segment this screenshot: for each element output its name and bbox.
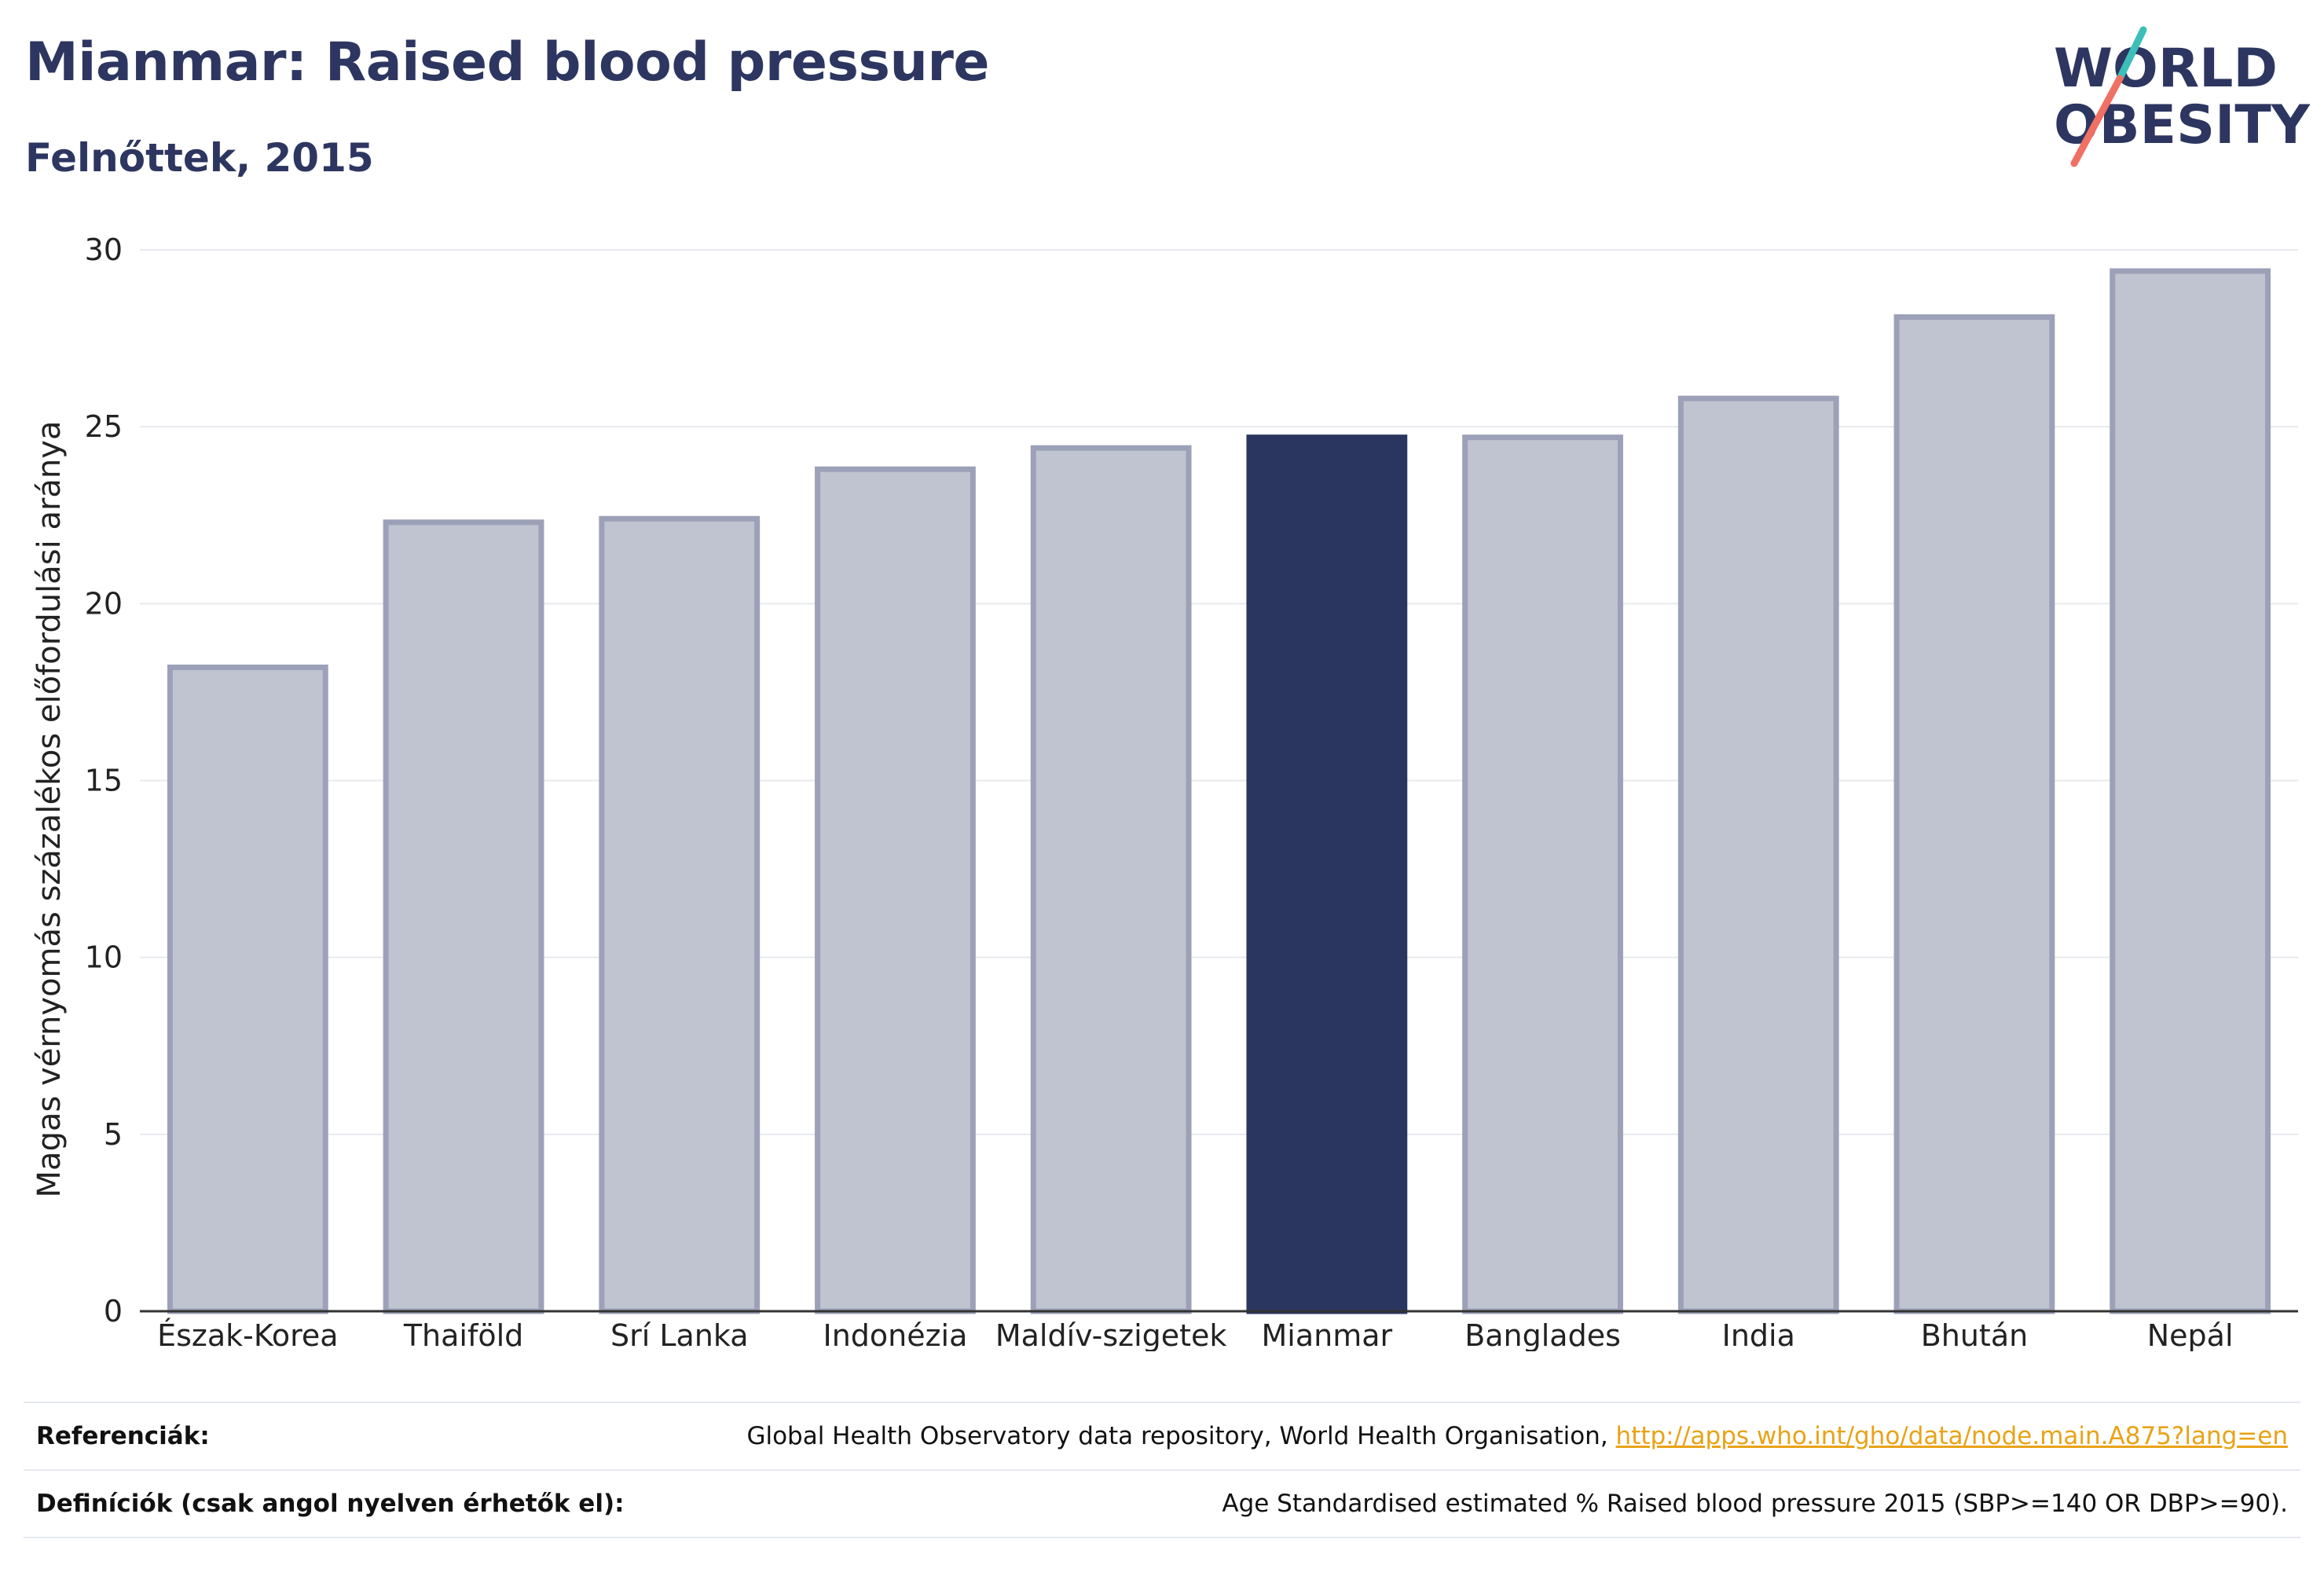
bar-6	[1462, 434, 1623, 1314]
bar-1	[383, 519, 544, 1314]
bar-5	[1246, 434, 1408, 1314]
world-obesity-logo: WORLD OBESITY	[2054, 26, 2310, 167]
bar-7	[1677, 395, 1839, 1314]
bar-0	[167, 664, 328, 1314]
y-axis-ticks: 0 5 10 15 20 25 30	[85, 233, 123, 1329]
definitions-value: Age Standardised estimated % Raised bloo…	[1222, 1490, 2288, 1518]
references-row: Referenciák: Global Health Observatory d…	[24, 1403, 2300, 1469]
references-text: Global Health Observatory data repositor…	[746, 1422, 1616, 1450]
bar-chart: 0 5 10 15 20 25 30 Észak-Korea Thaiföld Srí Lank…	[31, 233, 2298, 1351]
x-tick-label: Észak-Korea	[157, 1318, 339, 1351]
x-axis-ticks: Észak-Korea Thaiföld Srí Lanka Indonézia Mal…	[157, 1318, 2233, 1351]
y-tick-label: 30	[85, 233, 123, 267]
bar-4	[1030, 445, 1192, 1314]
chart-subtitle: Felnőttek, 2015	[25, 135, 374, 181]
y-tick-label: 0	[104, 1294, 123, 1329]
x-tick-label: Mianmar	[1262, 1318, 1393, 1351]
logo-word-world: WORLD	[2054, 38, 2278, 100]
bars	[167, 268, 2271, 1314]
y-tick-label: 10	[85, 940, 123, 975]
footer-rule-bottom	[24, 1537, 2300, 1538]
y-tick-label: 15	[85, 764, 123, 798]
x-tick-label: Nepál	[2147, 1318, 2234, 1351]
x-tick-label: Thaiföld	[403, 1318, 523, 1351]
footer-rule-top	[24, 1402, 2300, 1403]
y-tick-label: 5	[104, 1117, 123, 1152]
bar-9	[2110, 268, 2271, 1314]
y-axis-label: Magas vérnyomás százalékos előfordulási …	[31, 421, 68, 1198]
y-tick-label: 25	[85, 409, 123, 444]
x-tick-label: Indonézia	[823, 1318, 967, 1351]
bar-8	[1893, 314, 2055, 1314]
bar-3	[815, 466, 976, 1314]
x-tick-label: India	[1722, 1318, 1795, 1351]
chart-title: Mianmar: Raised blood pressure	[25, 31, 990, 93]
references-value: Global Health Observatory data repositor…	[746, 1422, 2300, 1450]
footer-rule-middle	[24, 1469, 2300, 1471]
references-link[interactable]: http://apps.who.int/gho/data/node.main.A…	[1615, 1422, 2288, 1450]
references-label: Referenciák:	[36, 1422, 210, 1450]
definitions-row: Definíciók (csak angol nyelven érhetők e…	[24, 1471, 2300, 1537]
x-tick-label: Banglades	[1464, 1318, 1621, 1351]
x-tick-label: Srí Lanka	[610, 1318, 749, 1351]
x-tick-label: Maldív-szigetek	[995, 1318, 1227, 1351]
logo-slash-coral	[2070, 75, 2124, 167]
bar-2	[599, 515, 761, 1314]
y-tick-label: 20	[85, 586, 123, 621]
definitions-label: Definíciók (csak angol nyelven érhetők e…	[36, 1490, 625, 1518]
x-tick-label: Bhután	[1921, 1318, 2029, 1351]
logo-slash-teal	[2116, 26, 2147, 82]
footer: Referenciák: Global Health Observatory d…	[24, 1402, 2300, 1540]
